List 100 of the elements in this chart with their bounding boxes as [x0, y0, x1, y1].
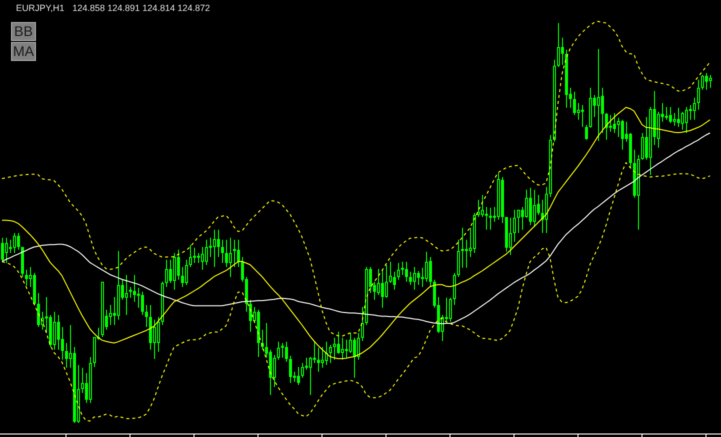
candlestick — [609, 114, 612, 132]
candlestick — [53, 311, 56, 350]
candlestick — [329, 344, 332, 364]
toggle-button: MA — [11, 42, 36, 61]
candlestick — [481, 194, 484, 218]
candlestick — [561, 37, 564, 66]
candlestick — [557, 22, 560, 68]
candlestick — [217, 229, 220, 258]
candlestick — [457, 239, 460, 278]
candlestick — [665, 106, 668, 120]
candlestick — [669, 106, 672, 124]
candlestick — [13, 232, 16, 254]
candlestick — [109, 304, 112, 326]
candlestick — [169, 259, 172, 284]
candlestick — [129, 286, 132, 298]
candlestick — [25, 269, 28, 286]
candlestick — [389, 261, 392, 284]
candlestick — [429, 256, 432, 288]
candlestick — [65, 342, 68, 368]
candlestick — [581, 104, 584, 128]
candlestick — [417, 270, 420, 286]
chart-subtitle: 124.858 124.891 124.814 124.872 — [72, 3, 210, 14]
candlestick — [601, 87, 604, 134]
candlestick — [125, 274, 128, 316]
candlestick — [685, 106, 688, 134]
candlestick — [185, 259, 188, 286]
candlestick — [225, 239, 228, 268]
candlestick — [613, 112, 616, 134]
candlestick — [709, 74, 712, 88]
candlestick — [573, 91, 576, 116]
candlestick — [681, 111, 684, 130]
candlestick — [689, 104, 692, 120]
candlestick — [137, 287, 140, 308]
candlestick — [449, 297, 452, 322]
candlestick — [5, 237, 8, 264]
candlestick — [17, 232, 20, 250]
candlestick — [141, 291, 144, 316]
candlestick — [361, 306, 364, 342]
candlestick — [409, 271, 412, 286]
candlestick — [693, 97, 696, 120]
candlestick — [201, 246, 204, 270]
candlestick — [233, 239, 236, 268]
candlestick — [641, 132, 644, 160]
candlestick — [309, 356, 312, 396]
candlestick — [465, 239, 468, 268]
chart-title: EURJPY,H1 — [16, 3, 64, 14]
candlestick — [165, 259, 168, 288]
candlestick — [485, 206, 488, 230]
candlestick — [513, 209, 516, 242]
candlestick — [381, 269, 384, 308]
toggle-button: BB — [11, 22, 36, 41]
candlestick — [297, 366, 300, 386]
candlestick — [453, 272, 456, 306]
candlestick — [697, 79, 700, 110]
candlestick — [701, 74, 704, 90]
candlestick — [249, 299, 252, 332]
candlestick — [617, 117, 620, 138]
candlestick — [205, 239, 208, 266]
candlestick — [677, 107, 680, 128]
candlestick — [533, 189, 536, 228]
candlestick — [229, 237, 232, 278]
candlestick — [385, 264, 388, 298]
candlestick — [605, 112, 608, 140]
candlestick — [153, 319, 156, 360]
candlestick — [189, 244, 192, 268]
candlestick — [673, 112, 676, 126]
candlestick — [317, 347, 320, 372]
candlestick — [357, 332, 360, 360]
candlestick — [337, 331, 340, 354]
candlestick — [1, 237, 4, 262]
candlestick — [349, 332, 352, 354]
candlestick — [397, 262, 400, 280]
candlestick — [37, 292, 40, 328]
candlestick — [289, 355, 292, 384]
candlestick — [197, 252, 200, 264]
candlestick — [301, 362, 304, 378]
candlestick — [341, 337, 344, 360]
candlestick — [621, 119, 624, 150]
candlestick — [517, 209, 520, 234]
candlestick — [181, 266, 184, 288]
candlestick — [213, 229, 216, 268]
candlestick — [177, 249, 180, 280]
candlestick — [489, 207, 492, 230]
candlestick — [405, 261, 408, 282]
candlestick — [461, 227, 464, 268]
candlestick — [345, 339, 348, 358]
candlestick — [401, 261, 404, 276]
candlestick — [425, 251, 428, 282]
candlestick — [705, 72, 708, 90]
candlestick — [325, 341, 328, 366]
candlestick — [477, 199, 480, 218]
candlestick — [413, 266, 416, 290]
candlestick — [393, 271, 396, 290]
candlestick — [577, 102, 580, 120]
candlestick — [173, 252, 176, 290]
candlestick — [597, 48, 600, 142]
candlestick — [9, 239, 12, 254]
candlestick — [237, 239, 240, 268]
candlestick — [221, 239, 224, 264]
candlestick — [57, 314, 60, 350]
